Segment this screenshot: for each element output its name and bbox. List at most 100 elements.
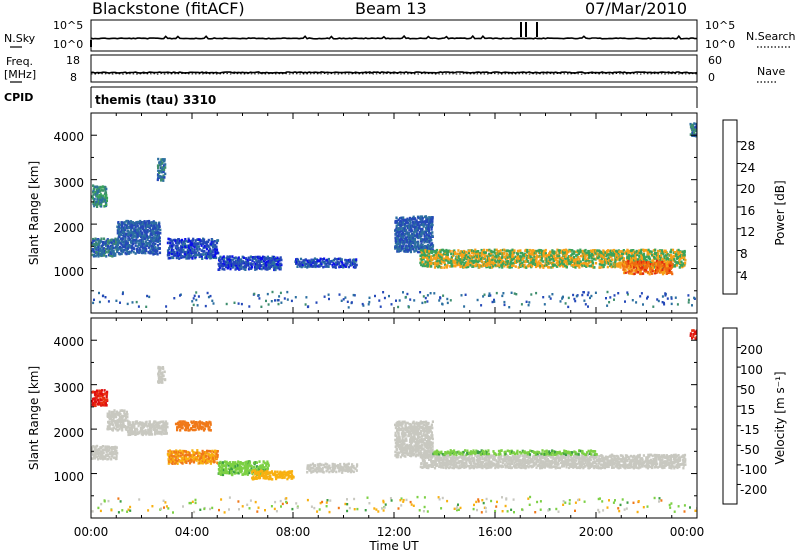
data-cell xyxy=(494,261,497,264)
data-cell xyxy=(395,226,398,230)
data-cell xyxy=(648,272,651,276)
data-cell xyxy=(463,305,466,308)
data-cell xyxy=(192,297,195,300)
data-cell xyxy=(551,262,555,266)
data-cell xyxy=(96,185,99,189)
data-cell xyxy=(195,291,198,294)
data-cell xyxy=(409,298,412,301)
data-cell xyxy=(195,242,198,246)
data-cell xyxy=(115,241,118,244)
data-cell xyxy=(532,251,535,254)
data-cell xyxy=(156,429,159,432)
data-cell xyxy=(627,253,631,257)
data-cell xyxy=(329,260,332,263)
data-cell xyxy=(517,266,520,269)
data-cell xyxy=(468,256,471,260)
data-cell xyxy=(225,263,228,267)
data-cell xyxy=(417,221,420,224)
data-cell xyxy=(331,265,335,269)
data-cell xyxy=(655,264,658,268)
data-cell xyxy=(151,251,154,255)
data-cell xyxy=(472,249,476,253)
data-cell xyxy=(160,175,163,179)
data-cell xyxy=(147,429,151,433)
data-cell xyxy=(558,264,562,268)
data-cell xyxy=(562,253,565,257)
data-cell xyxy=(125,252,128,256)
data-cell xyxy=(100,446,103,449)
data-cell xyxy=(221,461,224,464)
data-cell xyxy=(104,296,107,299)
data-cell xyxy=(131,421,135,424)
data-cell xyxy=(220,471,223,474)
data-cell xyxy=(221,473,225,477)
data-cell xyxy=(146,229,149,232)
data-cell xyxy=(670,253,673,257)
data-cell xyxy=(102,241,106,244)
data-cell xyxy=(618,250,621,253)
data-cell xyxy=(168,460,171,463)
data-cell xyxy=(419,261,422,265)
data-cell xyxy=(249,255,252,259)
data-cell xyxy=(415,249,418,252)
data-cell xyxy=(153,249,156,253)
data-cell xyxy=(522,256,525,260)
data-cell xyxy=(527,255,530,259)
data-cell xyxy=(601,263,604,267)
power-scatter xyxy=(91,122,697,309)
data-cell xyxy=(467,262,470,265)
data-cell xyxy=(134,252,137,255)
data-cell xyxy=(128,220,131,224)
data-cell xyxy=(338,293,341,296)
data-cell xyxy=(102,455,105,458)
data-cell xyxy=(129,224,132,227)
data-cell xyxy=(355,263,358,267)
data-cell xyxy=(218,266,222,269)
data-cell xyxy=(640,254,643,257)
data-cell xyxy=(204,304,207,308)
data-cell xyxy=(243,267,246,271)
data-cell xyxy=(118,239,121,243)
data-cell xyxy=(590,256,593,260)
data-cell xyxy=(560,251,563,254)
data-cell xyxy=(187,426,190,429)
data-cell xyxy=(428,246,431,250)
data-cell xyxy=(593,266,596,269)
data-cell xyxy=(409,227,412,230)
data-cell xyxy=(444,252,447,256)
data-cell xyxy=(216,455,219,459)
data-cell xyxy=(645,266,648,269)
data-cell xyxy=(131,246,134,249)
data-cell xyxy=(102,200,106,203)
data-cell xyxy=(174,458,177,461)
data-cell xyxy=(108,422,111,426)
data-cell xyxy=(119,423,122,427)
data-cell xyxy=(300,261,303,264)
data-cell xyxy=(110,241,113,245)
data-cell xyxy=(460,259,463,262)
data-cell xyxy=(693,122,696,125)
data-cell xyxy=(110,422,113,426)
data-cell xyxy=(254,268,257,271)
data-cell xyxy=(619,250,622,253)
data-cell xyxy=(131,224,134,228)
data-cell xyxy=(543,264,546,268)
data-cell xyxy=(514,255,517,259)
data-cell xyxy=(408,241,411,245)
data-cell xyxy=(405,224,408,228)
data-cell xyxy=(542,260,545,263)
data-cell xyxy=(97,252,100,255)
data-cell xyxy=(606,251,609,255)
data-cell xyxy=(140,238,143,242)
data-cell xyxy=(102,185,105,189)
data-cell xyxy=(188,461,192,465)
data-cell xyxy=(104,448,108,451)
data-cell xyxy=(211,253,214,256)
data-cell xyxy=(207,459,210,463)
data-cell xyxy=(495,291,498,295)
data-cell xyxy=(517,249,521,253)
data-cell xyxy=(122,424,125,427)
data-cell xyxy=(411,244,414,248)
data-cell xyxy=(639,268,642,271)
